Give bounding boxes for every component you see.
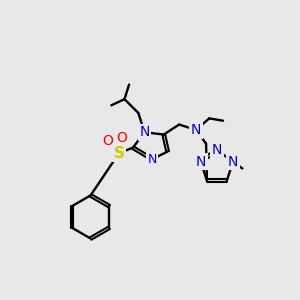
Text: N: N: [148, 153, 157, 166]
Text: N: N: [139, 125, 150, 139]
Text: O: O: [116, 130, 127, 145]
Text: S: S: [114, 146, 124, 160]
Text: N: N: [212, 143, 222, 157]
Text: O: O: [102, 134, 113, 148]
Text: N: N: [228, 155, 238, 169]
Text: N: N: [196, 155, 206, 169]
Text: N: N: [191, 123, 201, 137]
